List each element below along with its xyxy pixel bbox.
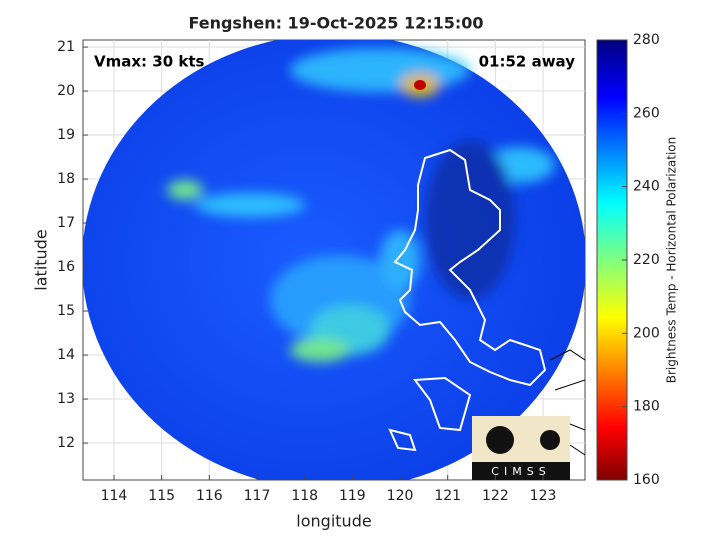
colorbar-label: Brightness Temp - Horizontal Polarizatio… [665,137,679,384]
x-axis-label: longitude [296,512,371,531]
y-tick-label: 18 [57,171,75,187]
y-tick-label: 13 [57,391,75,407]
y-tick-label: 14 [57,347,75,363]
colorbar-tick-label: 200 [633,325,660,341]
y-tick-label: 15 [57,303,75,319]
annotation: Vmax: 30 kts [94,53,204,71]
logo-text: CIMSS [491,465,550,478]
x-tick-label: 117 [244,488,271,504]
x-tick-label: 115 [148,488,175,504]
satellite-image [83,40,585,480]
x-tick-label: 120 [387,488,414,504]
colorbar-tick-label: 220 [633,252,660,268]
colorbar-tick-label: 160 [633,472,660,488]
y-tick-label: 21 [57,39,75,55]
colorbar-tick-label: 260 [633,105,660,121]
colorbar-tick-label: 280 [633,32,660,48]
x-tick-label: 116 [196,488,223,504]
colorbar-tick-label: 180 [633,399,660,415]
x-tick-label: 121 [434,488,461,504]
x-tick-label: 114 [101,488,128,504]
x-tick-label: 119 [339,488,366,504]
x-tick-label: 122 [482,488,509,504]
colorbar-tick-label: 240 [633,179,660,195]
x-tick-label: 123 [530,488,557,504]
y-tick-label: 20 [57,83,75,99]
annotation: 01:52 away [479,53,576,71]
y-tick-label: 19 [57,127,75,143]
x-tick-label: 118 [291,488,318,504]
y-tick-label: 16 [57,259,75,275]
y-tick-label: 12 [57,435,75,451]
y-axis-label: latitude [32,229,51,290]
y-tick-label: 17 [57,215,75,231]
chart-title: Fengshen: 19-Oct-2025 12:15:00 [188,14,483,33]
logo: CIMSS [472,416,570,480]
